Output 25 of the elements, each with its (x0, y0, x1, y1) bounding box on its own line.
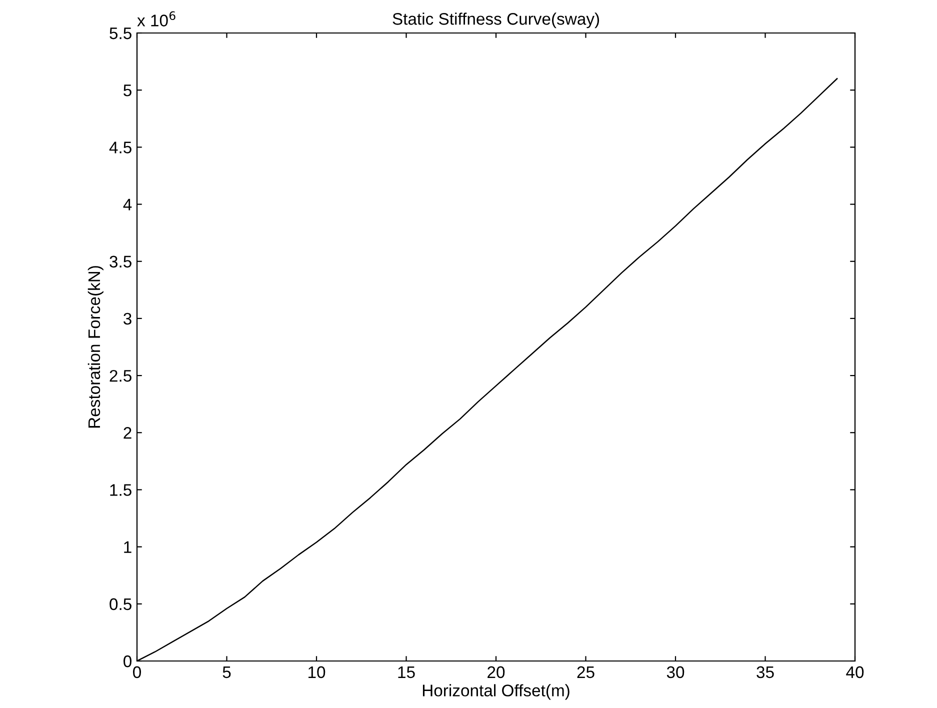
y-tick-label: 0 (124, 655, 132, 668)
x-tick-label: 10 (308, 666, 326, 678)
x-tick-label: 30 (666, 666, 684, 678)
y-tick-label: 3.5 (110, 256, 132, 268)
y-tick-label: 5 (124, 84, 132, 96)
y-tick-label: 3 (124, 312, 132, 325)
x-axis-title: Horizontal Offset(m) (422, 684, 570, 700)
y-tick-label: 4.5 (109, 142, 132, 154)
text: x 10$^{6}$ (137, 11, 176, 26)
x-tick-label: 5 (222, 666, 231, 678)
x-tick-label: 0 (133, 666, 141, 678)
y-tick-label: 4 (123, 198, 132, 210)
x-tick-label: 15 (398, 666, 415, 678)
x-tick-label: 25 (577, 666, 594, 678)
y-tick-label: 2 (124, 427, 132, 439)
y-tick-label: 2.5 (110, 370, 132, 382)
x-tick-label: 20 (488, 666, 505, 678)
y-tick-label: 5.5 (110, 28, 132, 40)
y-axis-title: Restoration Force(kN) (88, 266, 104, 428)
x-tick-label: 35 (756, 666, 774, 678)
chart-title: Static Stiffness Curve(sway) (392, 12, 600, 28)
x-tick-label: 40 (846, 666, 864, 678)
y-tick-label: 1.5 (110, 484, 132, 496)
y-tick-label: 0.5 (110, 598, 132, 610)
y-tick-label: 1 (124, 541, 132, 553)
